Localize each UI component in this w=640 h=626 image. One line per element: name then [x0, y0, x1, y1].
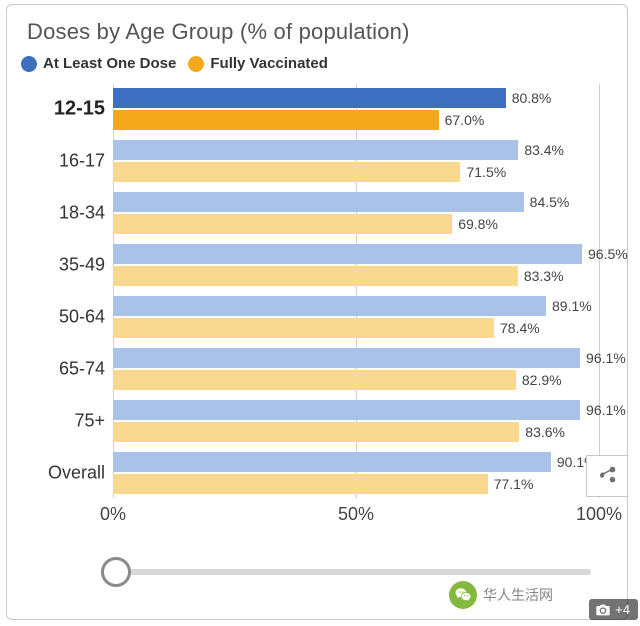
category-label: 65-74: [7, 359, 105, 380]
bar-one-dose: [113, 192, 524, 212]
bar-one-dose: [113, 140, 518, 160]
x-axis-label: 50%: [338, 504, 374, 525]
share-button[interactable]: [586, 455, 628, 497]
chart-plot-area: 0%50%100%12-1580.8%67.0%16-1783.4%71.5%1…: [113, 84, 599, 544]
value-full: 71.5%: [466, 164, 506, 180]
category-label: 18-34: [7, 203, 105, 224]
watermark-text: 华人生活网: [483, 585, 553, 605]
wechat-icon: [449, 581, 477, 609]
category-label: 16-17: [7, 151, 105, 172]
legend-dot-full: [188, 56, 204, 72]
slider-thumb[interactable]: [101, 557, 131, 587]
bar-group: Overall90.1%77.1%: [113, 452, 599, 494]
value-one-dose: 83.4%: [524, 142, 564, 158]
value-one-dose: 96.1%: [586, 350, 626, 366]
value-full: 67.0%: [445, 112, 485, 128]
value-full: 69.8%: [458, 216, 498, 232]
category-label: 75+: [7, 411, 105, 432]
value-full: 83.6%: [525, 424, 565, 440]
timeline-slider[interactable]: [113, 569, 591, 575]
bar-one-dose: [113, 88, 506, 108]
value-one-dose: 89.1%: [552, 298, 592, 314]
category-label: Overall: [7, 463, 105, 484]
bar-group: 12-1580.8%67.0%: [113, 88, 599, 130]
value-full: 83.3%: [524, 268, 564, 284]
share-icon: [596, 465, 618, 487]
value-one-dose: 96.5%: [588, 246, 628, 262]
bar-one-dose: [113, 244, 582, 264]
more-images-count: +4: [615, 602, 630, 617]
bar-full: [113, 422, 519, 442]
bar-one-dose: [113, 452, 551, 472]
legend-label-full: Fully Vaccinated: [210, 55, 328, 72]
x-axis-label: 0%: [100, 504, 126, 525]
value-full: 77.1%: [494, 476, 534, 492]
bar-full: [113, 266, 518, 286]
bar-full: [113, 474, 488, 494]
bar-group: 75+96.1%83.6%: [113, 400, 599, 442]
chart-title: Doses by Age Group (% of population): [7, 15, 627, 55]
bar-group: 35-4996.5%83.3%: [113, 244, 599, 286]
value-full: 78.4%: [500, 320, 540, 336]
bar-full: [113, 110, 439, 130]
value-one-dose: 96.1%: [586, 402, 626, 418]
bar-full: [113, 370, 516, 390]
value-one-dose: 80.8%: [512, 90, 552, 106]
x-axis-label: 100%: [576, 504, 622, 525]
legend-label-one-dose: At Least One Dose: [43, 55, 176, 72]
more-images-badge[interactable]: +4: [589, 599, 638, 620]
bar-full: [113, 162, 460, 182]
bar-group: 50-6489.1%78.4%: [113, 296, 599, 338]
bar-group: 18-3484.5%69.8%: [113, 192, 599, 234]
bar-group: 65-7496.1%82.9%: [113, 348, 599, 390]
bar-one-dose: [113, 296, 546, 316]
chart-legend: At Least One Dose Fully Vaccinated: [7, 55, 627, 84]
bar-one-dose: [113, 348, 580, 368]
category-label: 35-49: [7, 255, 105, 276]
value-full: 82.9%: [522, 372, 562, 388]
bar-group: 16-1783.4%71.5%: [113, 140, 599, 182]
bar-full: [113, 318, 494, 338]
chart-card: Doses by Age Group (% of population) At …: [6, 4, 628, 620]
category-label: 12-15: [7, 98, 105, 121]
camera-icon: [595, 603, 611, 617]
value-one-dose: 84.5%: [530, 194, 570, 210]
grid-line: [599, 84, 600, 498]
legend-dot-one-dose: [21, 56, 37, 72]
source-watermark: 华人生活网: [449, 581, 553, 609]
bar-one-dose: [113, 400, 580, 420]
category-label: 50-64: [7, 307, 105, 328]
bar-full: [113, 214, 452, 234]
